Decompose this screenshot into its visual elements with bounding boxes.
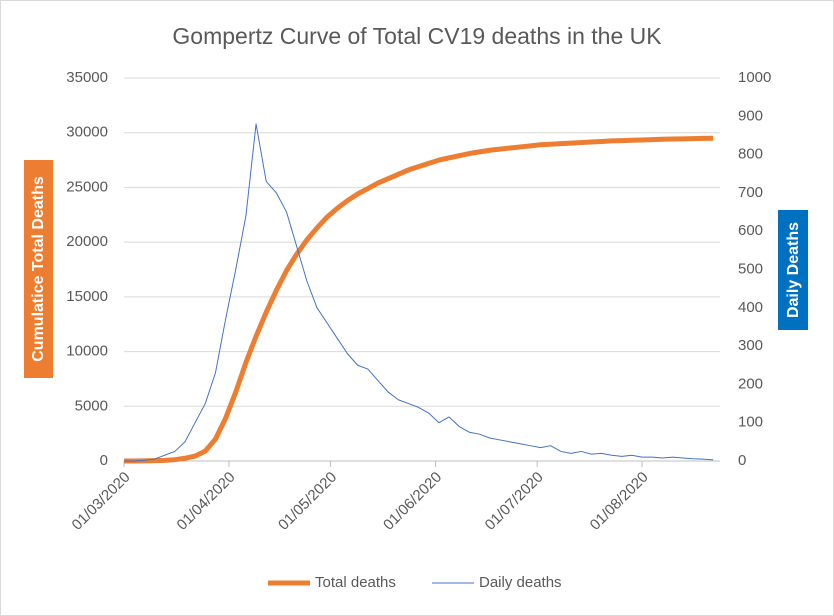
series-line (124, 123, 714, 462)
y-tick-label: 20000 (66, 233, 108, 250)
y2-axis-title: Daily Deaths (785, 222, 802, 318)
chart-title: Gompertz Curve of Total CV19 deaths in t… (172, 23, 662, 49)
y2-tick-label: 200 (738, 375, 763, 392)
y2-axis-title-box (778, 210, 808, 330)
y-tick-label: 5000 (75, 397, 108, 414)
y2-tick-label: 0 (738, 452, 746, 469)
series-line (124, 135, 714, 464)
y2-tick-label: 800 (738, 146, 763, 163)
y2-tick-label: 400 (738, 299, 763, 316)
y2-tick-label: 100 (738, 414, 763, 431)
legend-label: Total deaths (315, 574, 396, 591)
y-tick-label: 30000 (66, 124, 108, 141)
y2-tick-label: 500 (738, 260, 763, 277)
y-tick-label: 10000 (66, 343, 108, 360)
legend-label: Daily deaths (479, 574, 562, 591)
y2-tick-label: 300 (738, 337, 763, 354)
y2-tick-label: 700 (738, 184, 763, 201)
y-axis-title: Cumulatice Total Deaths (30, 176, 47, 362)
y2-tick-label: 1000 (738, 69, 771, 86)
y-axis-title-box (24, 160, 53, 378)
y-tick-label: 25000 (66, 178, 108, 195)
y-tick-label: 35000 (66, 69, 108, 86)
y2-tick-label: 600 (738, 222, 763, 239)
y2-tick-label: 900 (738, 107, 763, 124)
y-tick-label: 15000 (66, 288, 108, 305)
y-tick-label: 0 (100, 452, 108, 469)
